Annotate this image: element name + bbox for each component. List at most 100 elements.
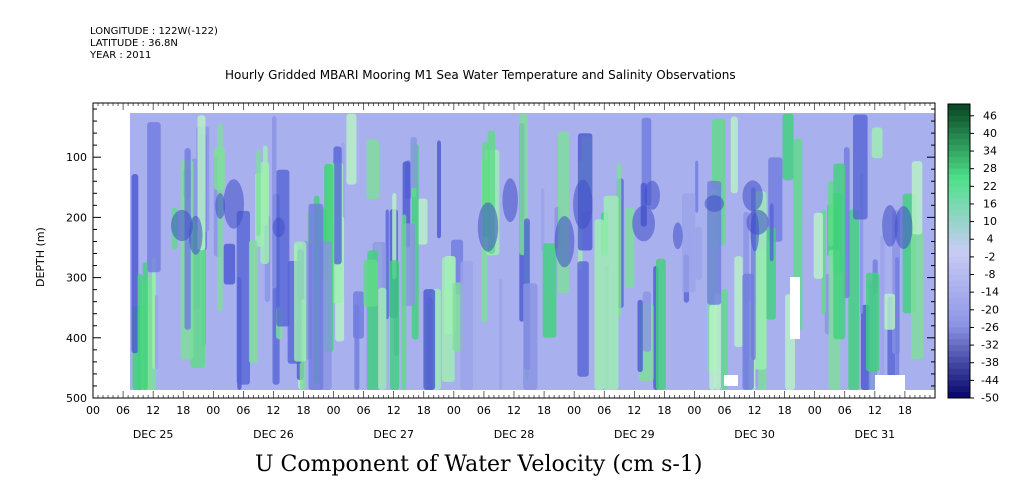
x-day-label: DEC 26 — [253, 428, 294, 441]
colorbar-band — [948, 356, 970, 364]
colorbar-band — [948, 151, 970, 158]
colorbar-band — [948, 121, 970, 129]
x-tick-label: 00 — [206, 404, 220, 417]
x-tick-label: 12 — [748, 404, 762, 417]
field-streak — [276, 169, 290, 327]
field-cell — [171, 209, 193, 242]
field-streak — [152, 256, 156, 369]
field-streak — [742, 273, 754, 390]
x-tick-label: 06 — [718, 404, 732, 417]
colorbar-band — [948, 104, 970, 111]
field-streak — [294, 241, 307, 362]
field-streak — [833, 163, 846, 340]
field-cell — [750, 212, 760, 252]
colorbar-band — [948, 268, 970, 276]
x-tick-label: 00 — [327, 404, 341, 417]
x-day-label: DEC 31 — [855, 428, 896, 441]
field-streak — [223, 243, 236, 285]
field-streak — [714, 293, 721, 390]
field-streak — [813, 212, 823, 279]
plot-area — [92, 102, 936, 399]
field-cell — [894, 206, 913, 250]
field-streak — [147, 122, 161, 273]
x-tick-label: 18 — [898, 404, 912, 417]
field-streak — [871, 127, 883, 159]
colorbar-band — [948, 368, 970, 375]
field-streak — [730, 116, 738, 194]
colorbar-band — [948, 209, 970, 217]
colorbar-band — [948, 262, 970, 270]
colorbar-band — [948, 127, 970, 134]
field-cell — [223, 179, 244, 229]
field-streak — [390, 260, 400, 390]
field-streak — [154, 294, 159, 369]
field-streak — [721, 289, 728, 390]
x-tick-label: 06 — [236, 404, 250, 417]
colorbar-label: -38 — [981, 356, 999, 369]
field-streak — [417, 198, 428, 245]
field-streak — [378, 287, 387, 390]
colorbar-band — [948, 233, 970, 240]
colorbar-label: 34 — [983, 145, 997, 158]
x-day-label: DEC 25 — [133, 428, 174, 441]
colorbar-label: 40 — [983, 127, 997, 140]
field-streak — [910, 232, 924, 360]
colorbar-label: -20 — [981, 303, 999, 316]
y-tick-label: 100 — [66, 151, 87, 164]
field-streak — [782, 113, 794, 181]
x-tick-label: 18 — [537, 404, 551, 417]
x-tick-label: 06 — [357, 404, 371, 417]
field-streak — [248, 240, 258, 364]
colorbar-band — [948, 192, 970, 199]
x-tick-label: 06 — [477, 404, 491, 417]
x-day-label: DEC 27 — [373, 428, 414, 441]
field-cell — [644, 180, 660, 210]
colorbar-band — [948, 186, 970, 193]
field-streak — [366, 139, 379, 200]
x-tick-label: 18 — [657, 404, 671, 417]
colorbar-band — [948, 198, 970, 205]
field-streak — [256, 149, 261, 237]
missing-data-patch — [724, 375, 738, 386]
colorbar-band — [948, 298, 970, 305]
x-tick-label: 00 — [567, 404, 581, 417]
year-label: YEAR : 2011 — [90, 50, 152, 61]
field-streak — [333, 146, 342, 265]
colorbar-label: 16 — [983, 197, 997, 210]
x-tick-label: 12 — [868, 404, 882, 417]
missing-data-patch — [790, 277, 800, 339]
field-streak — [392, 193, 397, 280]
colorbar-label: -2 — [985, 250, 996, 263]
y-tick-label: 400 — [66, 332, 87, 345]
field-streak — [137, 273, 143, 390]
field-streak — [346, 113, 357, 185]
field-streak — [401, 214, 407, 390]
colorbar-band — [948, 156, 970, 164]
field-streak — [594, 219, 604, 390]
x-axis-label: U Component of Water Velocity (cm s-1) — [255, 452, 703, 477]
field-streak — [883, 293, 896, 330]
field-streak — [769, 203, 774, 262]
colorbar-label: -50 — [981, 392, 999, 405]
field-streak — [142, 262, 148, 390]
colorbar-band — [948, 109, 970, 117]
field-streak — [541, 188, 545, 252]
field-streak — [695, 226, 702, 281]
x-tick-label: 00 — [447, 404, 461, 417]
colorbar-band — [948, 251, 970, 258]
colorbar-band — [948, 274, 970, 281]
field-streak — [911, 161, 923, 235]
colorbar-band — [948, 392, 970, 399]
colorbar-band — [948, 280, 970, 287]
colorbar-band — [948, 386, 970, 393]
x-tick-label: 18 — [297, 404, 311, 417]
field-streak — [734, 256, 743, 348]
x-day-label: DEC 28 — [494, 428, 535, 441]
field-streak — [895, 257, 900, 390]
longitude-label: LONGITUDE : 122W(-122) — [90, 26, 218, 37]
field-cell — [573, 179, 593, 230]
field-streak — [363, 259, 378, 307]
colorbar-band — [948, 133, 970, 140]
field-cell — [704, 195, 724, 212]
